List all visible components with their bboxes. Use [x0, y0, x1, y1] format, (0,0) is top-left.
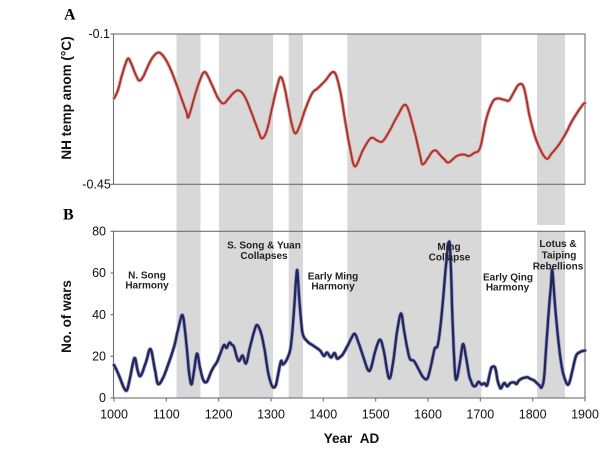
svg-text:1700: 1700: [466, 408, 494, 422]
svg-text:Ming: Ming: [437, 242, 460, 253]
svg-text:Collapse: Collapse: [429, 252, 471, 263]
svg-text:-0.45: -0.45: [82, 178, 111, 192]
svg-text:Rebellions: Rebellions: [533, 262, 584, 273]
svg-text:No. of wars: No. of wars: [59, 280, 74, 353]
svg-text:1100: 1100: [153, 408, 180, 422]
svg-text:60: 60: [92, 266, 106, 280]
svg-text:Year AD: Year AD: [324, 431, 380, 446]
svg-text:1400: 1400: [309, 408, 337, 422]
svg-text:80: 80: [92, 225, 106, 239]
svg-text:1200: 1200: [205, 408, 233, 422]
svg-text:1000: 1000: [100, 408, 128, 422]
svg-text:NH temp anom (°C): NH temp anom (°C): [59, 36, 74, 159]
svg-text:Harmony: Harmony: [486, 283, 530, 294]
svg-text:40: 40: [92, 308, 106, 322]
svg-text:Collapses: Collapses: [240, 251, 288, 262]
svg-text:1900: 1900: [571, 408, 599, 422]
svg-text:1800: 1800: [519, 408, 547, 422]
svg-text:Early Qing: Early Qing: [483, 273, 533, 284]
svg-text:1600: 1600: [414, 408, 442, 422]
svg-text:20: 20: [92, 350, 106, 364]
svg-text:1500: 1500: [362, 408, 390, 422]
svg-text:Harmony: Harmony: [125, 281, 169, 292]
svg-text:Harmony: Harmony: [311, 282, 355, 293]
svg-text:A: A: [64, 7, 76, 24]
svg-text:Lotus &: Lotus &: [539, 239, 576, 250]
svg-text:Taiping: Taiping: [542, 250, 577, 261]
svg-text:B: B: [63, 207, 74, 224]
svg-text:0: 0: [99, 391, 106, 405]
svg-text:1300: 1300: [257, 408, 285, 422]
svg-text:N. Song: N. Song: [128, 271, 166, 282]
svg-text:S. Song & Yuan: S. Song & Yuan: [227, 241, 301, 252]
svg-text:-0.1: -0.1: [88, 27, 110, 41]
svg-text:Early Ming: Early Ming: [308, 272, 359, 283]
